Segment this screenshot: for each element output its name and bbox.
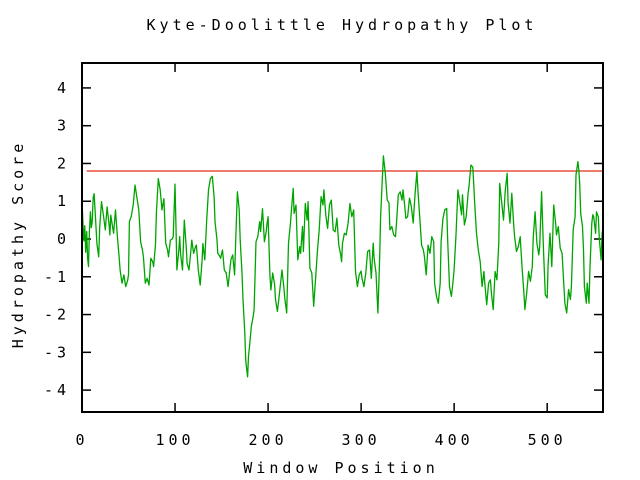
x-tick-label: 100 (155, 431, 194, 449)
y-tick-label: -1 (44, 268, 70, 286)
y-tick-label: -3 (44, 343, 70, 361)
y-tick-label: 0 (57, 230, 70, 248)
x-tick-label: 300 (342, 431, 381, 449)
plot-frame (81, 62, 604, 413)
x-tick-label: 200 (249, 431, 288, 449)
y-tick-label: 1 (57, 192, 70, 210)
y-axis-label: Hydropathy Score (9, 140, 27, 349)
x-tick-label: 0 (75, 431, 88, 449)
x-axis-label: Window Position (243, 459, 438, 477)
hydropathy-series-line (81, 155, 604, 378)
y-tick-label: 3 (57, 117, 70, 135)
y-tick-label: -2 (44, 306, 70, 324)
chart-title: Kyte-Doolittle Hydropathy Plot (147, 16, 538, 34)
y-tick-label: -4 (44, 381, 70, 399)
x-tick-label: 400 (435, 431, 474, 449)
y-tick-label: 2 (57, 154, 70, 172)
plot-dynamic: 0 100 200 300 400 500 -4 -3 -2 -1 0 1 2 3 4 (44, 63, 604, 449)
y-tick-label: 4 (57, 79, 70, 97)
x-tick-label: 500 (528, 431, 567, 449)
